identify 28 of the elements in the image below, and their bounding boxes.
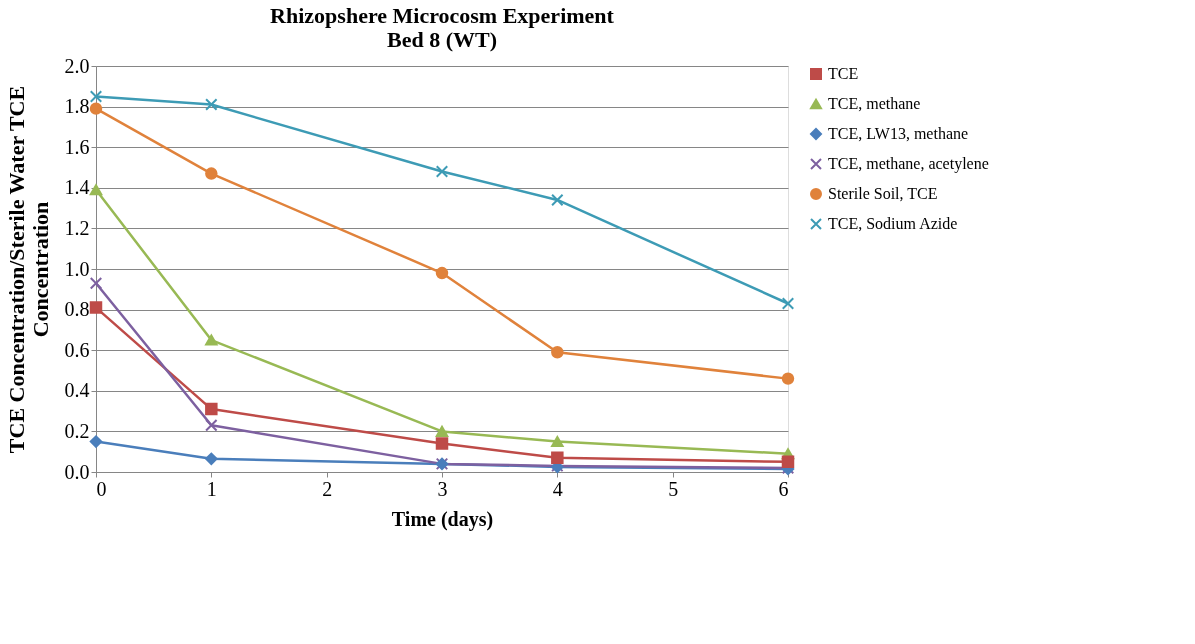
y-tick-label: 0.2 bbox=[64, 419, 90, 442]
chart-title: Rhizopshere Microcosm Experiment bbox=[270, 3, 615, 28]
x-tick-label: 5 bbox=[668, 477, 679, 500]
y-tick-label: 1.0 bbox=[64, 257, 90, 280]
legend-label: TCE, Sodium Azide bbox=[828, 215, 958, 232]
legend-label: TCE bbox=[828, 65, 859, 82]
x-tick-label: 6 bbox=[778, 477, 789, 500]
x-tick-label: 0 bbox=[96, 477, 107, 500]
y-tick-label: 0.6 bbox=[64, 338, 90, 361]
legend-label: TCE, methane bbox=[828, 95, 921, 112]
y-tick-label: 1.6 bbox=[64, 135, 90, 158]
y-tick-label: 0.0 bbox=[64, 460, 90, 483]
legend-label: Sterile Soil, TCE bbox=[828, 185, 938, 202]
chart-subtitle: Bed 8 (WT) bbox=[387, 27, 497, 52]
x-tick-label: 1 bbox=[206, 477, 217, 500]
y-tick-label: 1.2 bbox=[64, 216, 90, 239]
legend-label: TCE, methane, acetylene bbox=[828, 155, 989, 173]
y-tick-label: 1.8 bbox=[64, 95, 90, 118]
legend-label: TCE, LW13, methane bbox=[828, 125, 969, 142]
y-tick-label: 1.4 bbox=[64, 176, 90, 199]
x-axis-title: Time (days) bbox=[391, 507, 494, 531]
y-tick-label: 0.4 bbox=[64, 379, 90, 402]
x-tick-label: 4 bbox=[552, 477, 563, 500]
x-tick-label: 2 bbox=[322, 477, 333, 500]
y-tick-label: 0.8 bbox=[64, 298, 90, 321]
x-tick-label: 3 bbox=[437, 477, 448, 500]
y-tick-label: 2.0 bbox=[64, 54, 90, 77]
y-axis-title: TCE Concentration/Sterile Water TCE Concentration bbox=[3, 85, 53, 454]
